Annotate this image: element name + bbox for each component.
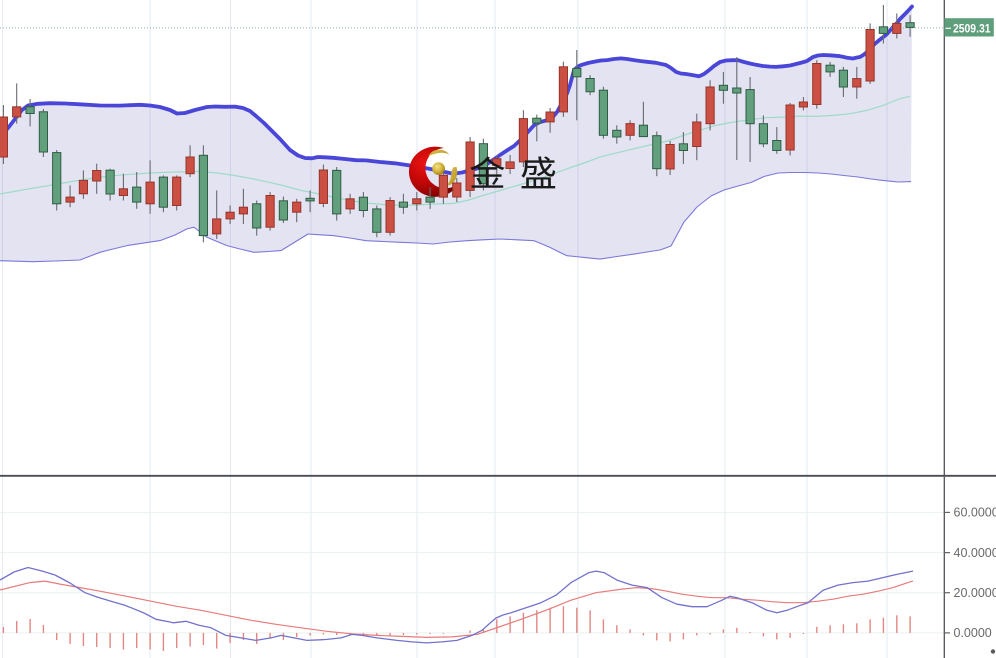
svg-text:20.0000: 20.0000 <box>954 586 996 600</box>
svg-text:40.0000: 40.0000 <box>954 546 996 560</box>
svg-text:60.0000: 60.0000 <box>954 506 996 520</box>
svg-text:2509.31: 2509.31 <box>953 22 991 36</box>
svg-text:0.0000: 0.0000 <box>954 626 992 640</box>
